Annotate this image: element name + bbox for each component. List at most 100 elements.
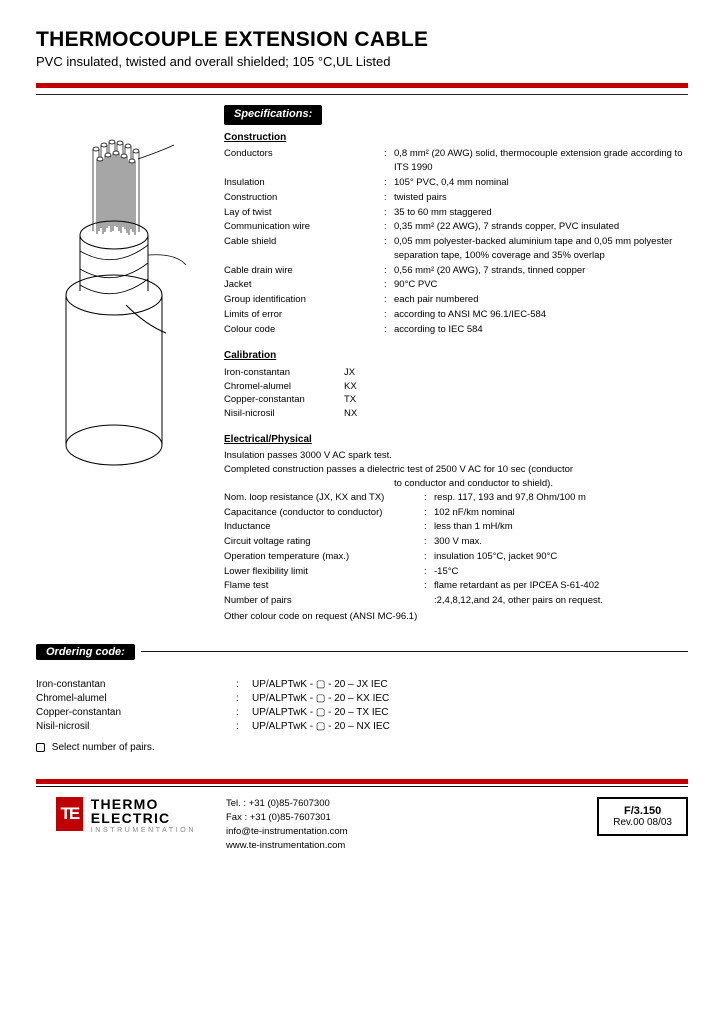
spec-key: Nom. loop resistance (JX, KX and TX) — [224, 491, 424, 505]
doc-rev: Rev.00 08/03 — [613, 817, 672, 828]
order-value: UP/ALPTwK - ▢ - 20 – KX IEC — [252, 693, 389, 704]
spec-value: resp. 117, 193 and 97,8 Ohm/100 m — [434, 491, 688, 505]
colon: : — [384, 278, 394, 292]
order-value: UP/ALPTwK - ▢ - 20 – JX IEC — [252, 679, 388, 690]
cal-key: Iron-constantan — [224, 366, 344, 380]
spec-key: Construction — [224, 191, 384, 205]
electrical-row: Flame test:flame retardant as per IPCEA … — [224, 579, 688, 593]
construction-row: Jacket:90°C PVC — [224, 278, 688, 292]
spec-key: Jacket — [224, 278, 384, 292]
colon: : — [236, 707, 252, 718]
spec-key: Group identification — [224, 293, 384, 307]
spec-value: insulation 105°C, jacket 90°C — [434, 550, 688, 564]
colon: : — [384, 235, 394, 263]
checkbox-icon — [36, 743, 45, 752]
construction-row: Conductors:0,8 mm² (20 AWG) solid, therm… — [224, 147, 688, 175]
spec-key: Number of pairs — [224, 594, 424, 608]
spec-value: 0,56 mm² (20 AWG), 7 strands, tinned cop… — [394, 264, 688, 278]
cal-value: KX — [344, 380, 384, 394]
cal-value: JX — [344, 366, 384, 380]
logo-line2: INSTRUMENTATION — [91, 827, 196, 834]
colon: : — [236, 721, 252, 732]
colon: : — [424, 550, 434, 564]
spec-key: Limits of error — [224, 308, 384, 322]
construction-row: Cable drain wire:0,56 mm² (20 AWG), 7 st… — [224, 264, 688, 278]
spec-value: 102 nF/km nominal — [434, 506, 688, 520]
electrical-post: Other colour code on request (ANSI MC-96… — [224, 610, 688, 624]
electrical-pre-sub: to conductor and conductor to shield). — [224, 477, 688, 491]
logo-line1a: THERMO — [91, 797, 196, 811]
calibration-head: Calibration — [224, 349, 688, 364]
electrical-head: Electrical/Physical — [224, 433, 688, 448]
spec-value: each pair numbered — [394, 293, 688, 307]
construction-row: Group identification:each pair numbered — [224, 293, 688, 307]
footer-thinline — [36, 786, 688, 787]
spec-key: Inductance — [224, 520, 424, 534]
colon: : — [236, 693, 252, 704]
spec-key: Communication wire — [224, 220, 384, 234]
spec-value: :2,4,8,12,and 24, other pairs on request… — [434, 594, 688, 608]
construction-head: Construction — [224, 131, 688, 146]
ordering-row: Copper-constantan:UP/ALPTwK - ▢ - 20 – T… — [36, 707, 688, 718]
calibration-row: Chromel-alumelKX — [224, 380, 688, 394]
footer-redbar — [36, 779, 688, 784]
spec-value: -15°C — [434, 565, 688, 579]
electrical-row: Number of pairs :2,4,8,12,and 24, other p… — [224, 594, 688, 608]
ordering-note-text: Select number of pairs. — [52, 742, 155, 753]
spec-value: according to ANSI MC 96.1/IEC-584 — [394, 308, 688, 322]
spec-value: twisted pairs — [394, 191, 688, 205]
order-key: Nisil-nicrosil — [36, 721, 236, 732]
cal-key: Chromel-alumel — [224, 380, 344, 394]
spec-key: Colour code — [224, 323, 384, 337]
red-divider — [36, 83, 688, 88]
colon: : — [384, 220, 394, 234]
logo-mark: TE — [56, 797, 83, 831]
doc-number: F/3.150 — [613, 805, 672, 817]
calibration-row: Iron-constantanJX — [224, 366, 688, 380]
cable-figure — [36, 105, 206, 624]
thin-divider — [36, 94, 688, 95]
construction-row: Colour code:according to IEC 584 — [224, 323, 688, 337]
electrical-pre-1: Insulation passes 3000 V AC spark test. — [224, 449, 688, 463]
colon: : — [384, 264, 394, 278]
order-key: Copper-constantan — [36, 707, 236, 718]
spec-key: Capacitance (conductor to conductor) — [224, 506, 424, 520]
spec-key: Lower flexibility limit — [224, 565, 424, 579]
electrical-row: Operation temperature (max.):insulation … — [224, 550, 688, 564]
ordering-row: Iron-constantan:UP/ALPTwK - ▢ - 20 – JX … — [36, 679, 688, 690]
spec-value: 0,35 mm² (22 AWG), 7 strands copper, PVC… — [394, 220, 688, 234]
construction-row: Lay of twist:35 to 60 mm staggered — [224, 206, 688, 220]
spec-value: 0,05 mm polyester-backed aluminium tape … — [394, 235, 688, 263]
contact-fax: Fax : +31 (0)85-7607301 — [226, 811, 348, 825]
ordering-pill: Ordering code: — [36, 644, 135, 660]
ordering-row: Chromel-alumel:UP/ALPTwK - ▢ - 20 – KX I… — [36, 693, 688, 704]
order-key: Chromel-alumel — [36, 693, 236, 704]
colon: : — [424, 506, 434, 520]
spec-value: 105° PVC, 0,4 mm nominal — [394, 176, 688, 190]
electrical-row: Nom. loop resistance (JX, KX and TX):res… — [224, 491, 688, 505]
spec-key: Conductors — [224, 147, 384, 175]
ordering-section: Ordering code: Iron-constantan:UP/ALPTwK… — [36, 644, 688, 753]
calibration-row: Copper-constantanTX — [224, 393, 688, 407]
construction-row: Communication wire:0,35 mm² (22 AWG), 7 … — [224, 220, 688, 234]
colon: : — [384, 308, 394, 322]
spec-key: Insulation — [224, 176, 384, 190]
colon — [424, 594, 434, 608]
spec-column: Specifications: Construction Conductors:… — [224, 105, 688, 624]
contact-block: Tel. : +31 (0)85-7607300 Fax : +31 (0)85… — [226, 797, 348, 854]
construction-row: Cable shield:0,05 mm polyester-backed al… — [224, 235, 688, 263]
contact-email: info@te-instrumentation.com — [226, 825, 348, 839]
cal-key: Copper-constantan — [224, 393, 344, 407]
colon: : — [424, 579, 434, 593]
spec-pill: Specifications: — [224, 105, 322, 125]
page-title: THERMOCOUPLE EXTENSION CABLE — [36, 28, 688, 52]
spec-key: Circuit voltage rating — [224, 535, 424, 549]
spec-value: 90°C PVC — [394, 278, 688, 292]
colon: : — [384, 293, 394, 307]
logo-block: TE THERMO ELECTRIC INSTRUMENTATION — [36, 797, 196, 834]
electrical-row: Capacitance (conductor to conductor):102… — [224, 506, 688, 520]
colon: : — [384, 323, 394, 337]
cable-drawing — [36, 115, 206, 475]
page-subtitle: PVC insulated, twisted and overall shiel… — [36, 54, 688, 69]
contact-tel: Tel. : +31 (0)85-7607300 — [226, 797, 348, 811]
